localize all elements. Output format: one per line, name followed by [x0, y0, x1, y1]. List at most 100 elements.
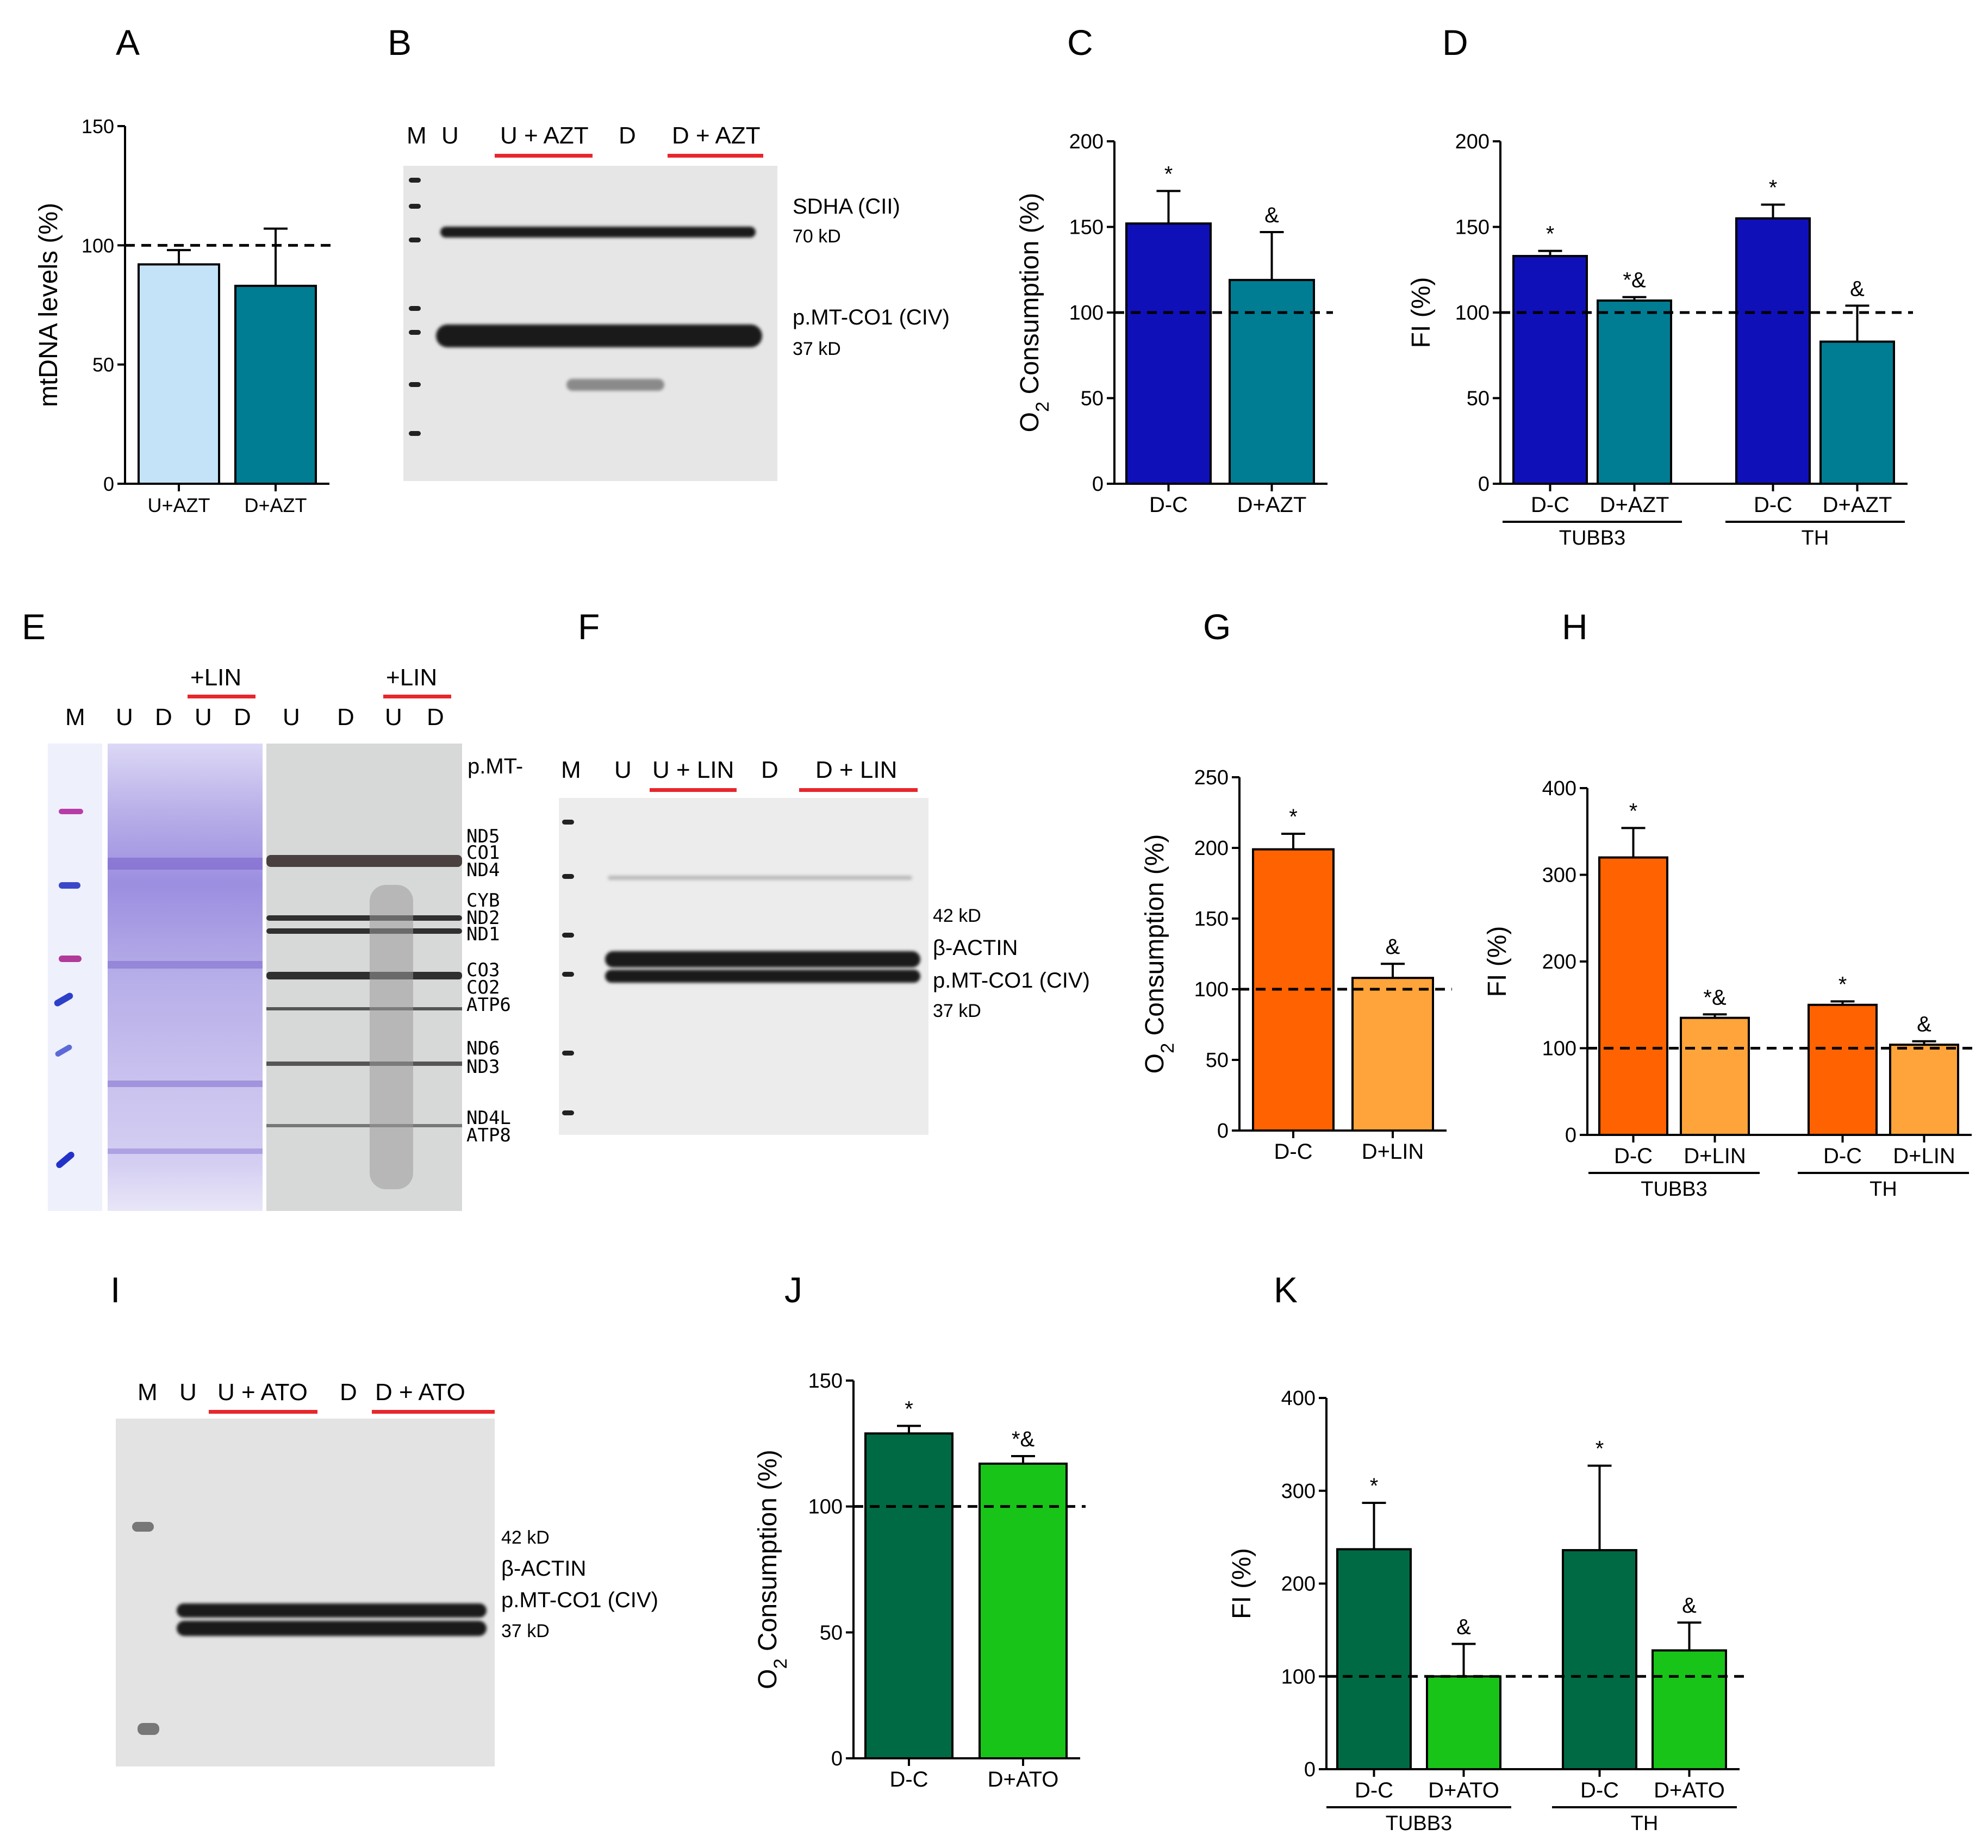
- panel-letter-f: F: [578, 607, 600, 647]
- gel-e-gene-atp8: ATP8: [466, 1125, 511, 1146]
- gel-e-gene-nd4l: ND4L: [466, 1107, 511, 1129]
- gel-e-lin-label-2: +LIN: [386, 664, 438, 691]
- gel-e-gene-atp6: ATP6: [466, 994, 511, 1016]
- chart-g-y-axis-label: O2 Consumption (%): [1141, 834, 1178, 1074]
- chart-g-y-tick-label-4: 200: [1194, 837, 1229, 860]
- chart-j-bar-0: [864, 1432, 954, 1760]
- chart-d-fi-tubb3-th: 0 50 100 150 200 FI (%) * D-C *& D+AZT * D-C & D+AZT T…: [1407, 130, 1913, 550]
- chart-h-x-tick-label-0: D-C: [1614, 1144, 1653, 1168]
- chart-g-y-tick-label-3: 150: [1194, 908, 1229, 931]
- blot-i-image: [116, 1419, 495, 1766]
- gel-e-gene-co3: CO3: [466, 959, 500, 981]
- chart-c-x-tick-label-0: D-C: [1149, 493, 1188, 517]
- gel-e-gene-nd5: ND5: [466, 826, 500, 847]
- chart-c-x-tick-label-1: D+AZT: [1237, 493, 1307, 517]
- gel-e-gene-nd1: ND1: [466, 923, 500, 945]
- chart-d-x-tick-label-1: D+AZT: [1600, 493, 1669, 517]
- chart-k-annotation-2: *: [1596, 1437, 1604, 1461]
- blot-f-label-42kd: 42 kD: [933, 906, 981, 926]
- chart-a-mtdna-levels: 0 50 100 150 mtDNA levels (%) U+AZT D+AZT: [34, 115, 335, 516]
- chart-k-y-tick-label-3: 300: [1281, 1480, 1316, 1503]
- panel-letter-c: C: [1067, 22, 1093, 63]
- chart-h-x-tick-label-2: D-C: [1823, 1144, 1862, 1168]
- chart-j-y-tick-label-2: 100: [808, 1496, 843, 1519]
- chart-h-y-axis-label: FI (%): [1483, 926, 1512, 997]
- blot-b-red-bar-1: [495, 154, 593, 158]
- blot-i-red-bar-1: [209, 1410, 317, 1414]
- blot-f-lane-m: M: [561, 757, 581, 783]
- chart-k-bar-0: [1336, 1548, 1412, 1770]
- chart-h-bar-0: [1598, 856, 1668, 1136]
- chart-k-y-tick-label-0: 0: [1304, 1758, 1316, 1781]
- chart-h-annotation-1: *&: [1703, 985, 1727, 1009]
- chart-d-y-tick-label-4: 200: [1455, 130, 1490, 153]
- blot-i-lane-u-ato: U + ATO: [217, 1379, 308, 1406]
- blot-b-label-37kd: 37 kD: [793, 339, 841, 359]
- chart-k-y-axis-label: FI (%): [1227, 1548, 1256, 1619]
- chart-a-y-tick-label-0: 0: [103, 473, 114, 495]
- gel-e-lane-d-4: D: [427, 704, 444, 731]
- chart-j-y-tick-label-3: 150: [808, 1370, 843, 1393]
- blot-i-label-42kd: 42 kD: [501, 1527, 550, 1548]
- panel-letter-i: I: [110, 1270, 121, 1310]
- blot-b-image: [403, 166, 777, 481]
- chart-c-y-tick-label-0: 0: [1092, 473, 1104, 496]
- gel-e-lin-label-1: +LIN: [190, 664, 242, 691]
- chart-d-annotation-2: *: [1769, 176, 1778, 200]
- chart-d-bar-3: [1819, 340, 1895, 485]
- chart-k-y-tick-label-2: 200: [1281, 1573, 1316, 1596]
- chart-h-bar-2: [1808, 1003, 1878, 1136]
- chart-g-o2-consumption: 0 50 100 150 200 250 O2 Consumption (%) * D-C & D+…: [1141, 766, 1452, 1164]
- chart-c-y-tick-label-1: 50: [1081, 388, 1104, 410]
- panel-letter-g: G: [1203, 607, 1231, 647]
- chart-g-annotation-1: &: [1386, 935, 1400, 959]
- chart-c-y-axis-label: O2 Consumption (%): [1015, 193, 1053, 433]
- chart-d-group-label-0: TUBB3: [1559, 527, 1625, 550]
- chart-h-y-tick-label-1: 100: [1542, 1038, 1576, 1060]
- blot-b-label-mtco1: p.MT-CO1 (CIV): [793, 305, 950, 329]
- panel-letter-h: H: [1562, 607, 1588, 647]
- chart-c-bar-0: [1125, 222, 1212, 485]
- blot-f-red-bar-2: [799, 788, 918, 792]
- chart-j-annotation-1: *&: [1012, 1427, 1035, 1451]
- blot-b-red-bar-2: [668, 154, 763, 158]
- blot-i-label-37kd: 37 kD: [501, 1621, 550, 1641]
- chart-g-x-tick-label-0: D-C: [1274, 1140, 1312, 1164]
- gel-e-red-bar-1: [188, 695, 255, 698]
- blot-i-lane-d: D: [340, 1379, 357, 1406]
- chart-d-x-tick-label-0: D-C: [1531, 493, 1569, 517]
- gel-e-gene-nd3: ND3: [466, 1056, 500, 1078]
- chart-d-bar-1: [1597, 299, 1672, 485]
- chart-a-y-tick-label-2: 100: [82, 234, 114, 257]
- chart-a-y-tick-label-3: 150: [82, 115, 114, 138]
- chart-d-annotation-3: &: [1850, 277, 1865, 301]
- chart-d-y-tick-label-0: 0: [1478, 473, 1490, 496]
- chart-k-annotation-1: &: [1456, 1615, 1471, 1639]
- chart-a-x-tick-label-1: D+AZT: [244, 494, 307, 516]
- chart-h-y-tick-label-3: 300: [1542, 864, 1576, 887]
- chart-g-y-tick-label-0: 0: [1217, 1120, 1229, 1142]
- gel-e-gene-p-mt: p.MT-: [468, 754, 524, 778]
- chart-c-annotation-1: &: [1264, 203, 1279, 227]
- blot-b-label-sdha: SDHA (CII): [793, 195, 900, 218]
- chart-k-y-tick-label-1: 100: [1281, 1665, 1316, 1688]
- gel-e-red-bar-2: [383, 695, 451, 698]
- chart-k-group-label-0: TUBB3: [1386, 1812, 1452, 1835]
- gel-e-lane-u-2: U: [195, 704, 212, 731]
- chart-k-fi-tubb3-th: 0 100 200 300 400 FI (%) * D-C & D+ATO * D-C & D+ATO T…: [1227, 1387, 1745, 1835]
- chart-c-bar-1: [1229, 279, 1315, 485]
- chart-j-y-tick-label-0: 0: [831, 1747, 843, 1770]
- chart-k-x-tick-label-2: D-C: [1580, 1778, 1619, 1802]
- blot-i-label-mtco1: p.MT-CO1 (CIV): [501, 1588, 658, 1612]
- panel-letter-a: A: [116, 22, 140, 63]
- blot-b-lane-u: U: [441, 122, 459, 149]
- gel-e-gene-cyb: CYB: [466, 890, 500, 911]
- chart-d-x-tick-label-3: D+AZT: [1823, 493, 1892, 517]
- chart-k-annotation-3: &: [1682, 1594, 1697, 1618]
- chart-g-y-tick-label-1: 50: [1206, 1049, 1229, 1072]
- chart-k-annotation-0: *: [1370, 1474, 1379, 1498]
- blot-i-red-bar-2: [372, 1410, 495, 1414]
- chart-d-annotation-0: *: [1546, 222, 1555, 246]
- chart-c-y-tick-label-3: 150: [1069, 216, 1104, 239]
- gel-e-lane-d-2: D: [234, 704, 251, 731]
